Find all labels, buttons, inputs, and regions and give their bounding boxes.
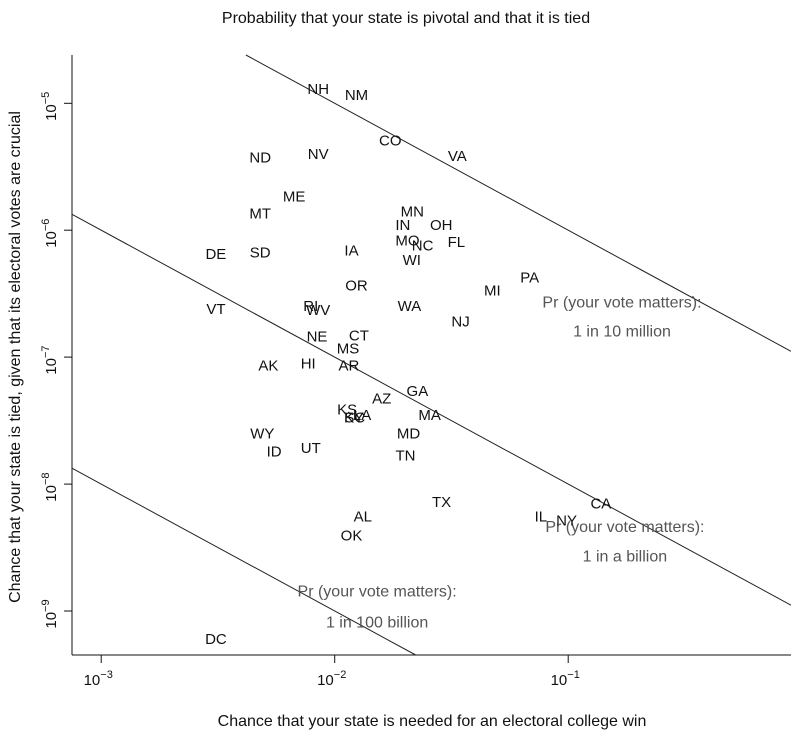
point-nv: NV bbox=[308, 146, 329, 163]
point-il: IL bbox=[535, 509, 548, 526]
y-tick-label: 10−8 bbox=[40, 472, 60, 501]
point-hi: HI bbox=[301, 356, 316, 373]
iso-label-2-line2: 1 in a billion bbox=[583, 549, 668, 566]
x-tick-label: 10−1 bbox=[551, 669, 580, 689]
point-ky: KY bbox=[344, 409, 364, 426]
iso-label-3-line2: 1 in 100 billion bbox=[326, 615, 428, 632]
y-axis-ticks: 10−9 10−8 10−7 10−6 10−5 bbox=[40, 92, 72, 629]
point-wi: WI bbox=[403, 252, 421, 269]
x-axis-ticks: 10−3 10−2 10−1 bbox=[84, 655, 580, 689]
point-ri: RI bbox=[303, 298, 318, 315]
iso-line-1 bbox=[245, 54, 791, 352]
iso-line-3 bbox=[71, 467, 416, 656]
y-tick-label: 10−5 bbox=[40, 92, 60, 121]
point-ks: KS bbox=[337, 402, 357, 419]
point-wy: WY bbox=[250, 426, 274, 443]
point-oh: OH bbox=[430, 217, 453, 234]
point-ga: GA bbox=[407, 383, 429, 400]
point-dc: DC bbox=[205, 631, 227, 648]
iso-probability-labels: Pr (your vote matters): 1 in 10 million Pr… bbox=[298, 295, 705, 632]
point-la: LA bbox=[353, 407, 371, 424]
point-co: CO bbox=[379, 132, 402, 149]
iso-label-1-line2: 1 in 10 million bbox=[573, 324, 671, 341]
point-ma: MA bbox=[418, 407, 441, 424]
point-fl: FL bbox=[448, 234, 466, 251]
iso-line-2 bbox=[71, 213, 791, 606]
y-axis-label: Chance that your state is tied, given th… bbox=[7, 111, 24, 603]
point-pa: PA bbox=[520, 269, 539, 286]
point-sc: SC bbox=[344, 409, 365, 426]
point-id: ID bbox=[267, 444, 282, 461]
point-va: VA bbox=[448, 148, 467, 165]
point-nh: NH bbox=[307, 81, 329, 98]
point-mn: MN bbox=[401, 204, 424, 221]
point-de: DE bbox=[205, 246, 226, 263]
x-tick-label: 10−2 bbox=[317, 669, 346, 689]
point-ok: OK bbox=[341, 527, 363, 544]
point-in: IN bbox=[395, 217, 410, 234]
point-mt: MT bbox=[249, 206, 271, 223]
x-axis-label: Chance that your state is needed for an … bbox=[218, 713, 647, 730]
point-ny: NY bbox=[556, 513, 577, 530]
point-wa: WA bbox=[398, 298, 422, 315]
point-nd: ND bbox=[249, 149, 271, 166]
point-ct: CT bbox=[349, 328, 369, 345]
y-tick-label: 10−9 bbox=[40, 599, 60, 628]
point-ut: UT bbox=[301, 440, 321, 457]
point-ia: IA bbox=[344, 243, 358, 260]
point-ca: CA bbox=[590, 496, 611, 513]
point-or: OR bbox=[345, 278, 368, 295]
point-wv: WV bbox=[306, 302, 330, 319]
point-ms: MS bbox=[337, 341, 360, 358]
y-tick-label: 10−7 bbox=[40, 345, 60, 374]
point-ar: AR bbox=[338, 357, 359, 374]
point-al: AL bbox=[354, 509, 372, 526]
point-md: MD bbox=[397, 426, 420, 443]
iso-label-3-line1: Pr (your vote matters): bbox=[298, 584, 457, 601]
iso-label-2-line1: Pr (your vote matters): bbox=[545, 519, 704, 536]
point-mo: MO bbox=[395, 233, 419, 250]
point-me: ME bbox=[283, 188, 306, 205]
point-az: AZ bbox=[372, 391, 391, 408]
point-tx: TX bbox=[432, 494, 451, 511]
iso-label-1-line1: Pr (your vote matters): bbox=[542, 295, 701, 312]
point-tn: TN bbox=[396, 448, 416, 465]
y-tick-label: 10−6 bbox=[40, 219, 60, 248]
point-mi: MI bbox=[484, 283, 501, 300]
point-nm: NM bbox=[345, 87, 368, 104]
chart-title: Probability that your state is pivotal a… bbox=[222, 10, 590, 27]
x-tick-label: 10−3 bbox=[84, 669, 113, 689]
iso-probability-lines bbox=[71, 54, 791, 656]
point-nc: NC bbox=[412, 237, 434, 254]
point-vt: VT bbox=[206, 301, 225, 318]
point-ne: NE bbox=[307, 329, 328, 346]
point-nj: NJ bbox=[451, 314, 469, 331]
point-ak: AK bbox=[258, 357, 278, 374]
point-sd: SD bbox=[250, 244, 271, 261]
